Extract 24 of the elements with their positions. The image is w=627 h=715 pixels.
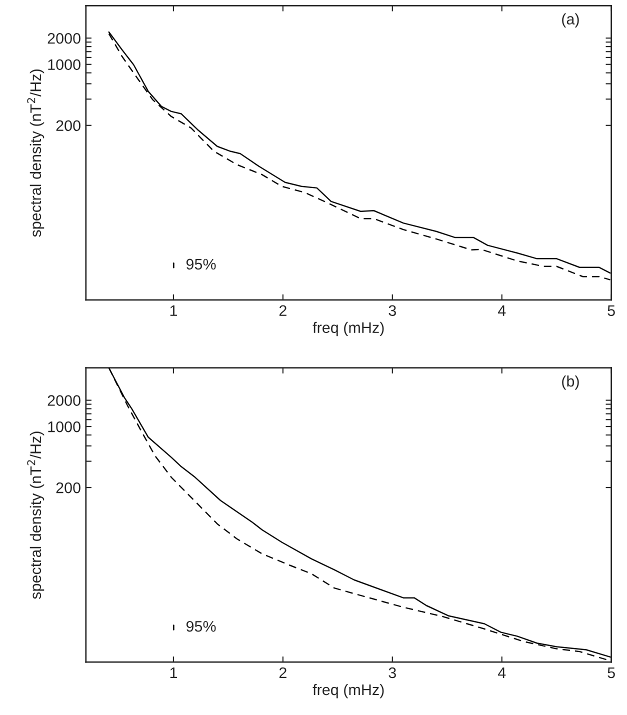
annotation: (a) [562, 13, 579, 28]
y-tick-label: 2000 [48, 395, 80, 406]
annotation: (b) [562, 375, 579, 390]
y-axis-title: spectral density (nT$^{2}$/Hz) [27, 432, 44, 599]
annotation: 95% [186, 258, 216, 270]
y-tick-label: 200 [56, 482, 80, 494]
y-tick-label: 2000 [48, 32, 80, 44]
x-tick-label: 3 [388, 305, 396, 316]
x-tick-label: 1 [170, 305, 177, 316]
y-tick-label: 1000 [48, 59, 80, 70]
y-tick-label: 1000 [48, 421, 80, 432]
x-axis-title: freq (mHz) [312, 684, 384, 698]
x-tick-label: 4 [498, 668, 506, 678]
x-tick-label: 1 [170, 668, 177, 678]
x-tick-label: 2 [279, 305, 286, 316]
x-tick-label: 4 [498, 305, 506, 316]
y-tick-label: 200 [56, 120, 80, 132]
x-tick-label: 2 [279, 667, 286, 678]
x-axis-title: freq (mHz) [312, 322, 384, 336]
y-axis-title: spectral density (nT$^{2}$/Hz) [27, 70, 44, 237]
x-tick-label: 5 [608, 305, 615, 316]
x-tick-label: 5 [608, 668, 615, 678]
x-tick-label: 3 [388, 667, 396, 678]
annotation: 95% [186, 620, 216, 632]
